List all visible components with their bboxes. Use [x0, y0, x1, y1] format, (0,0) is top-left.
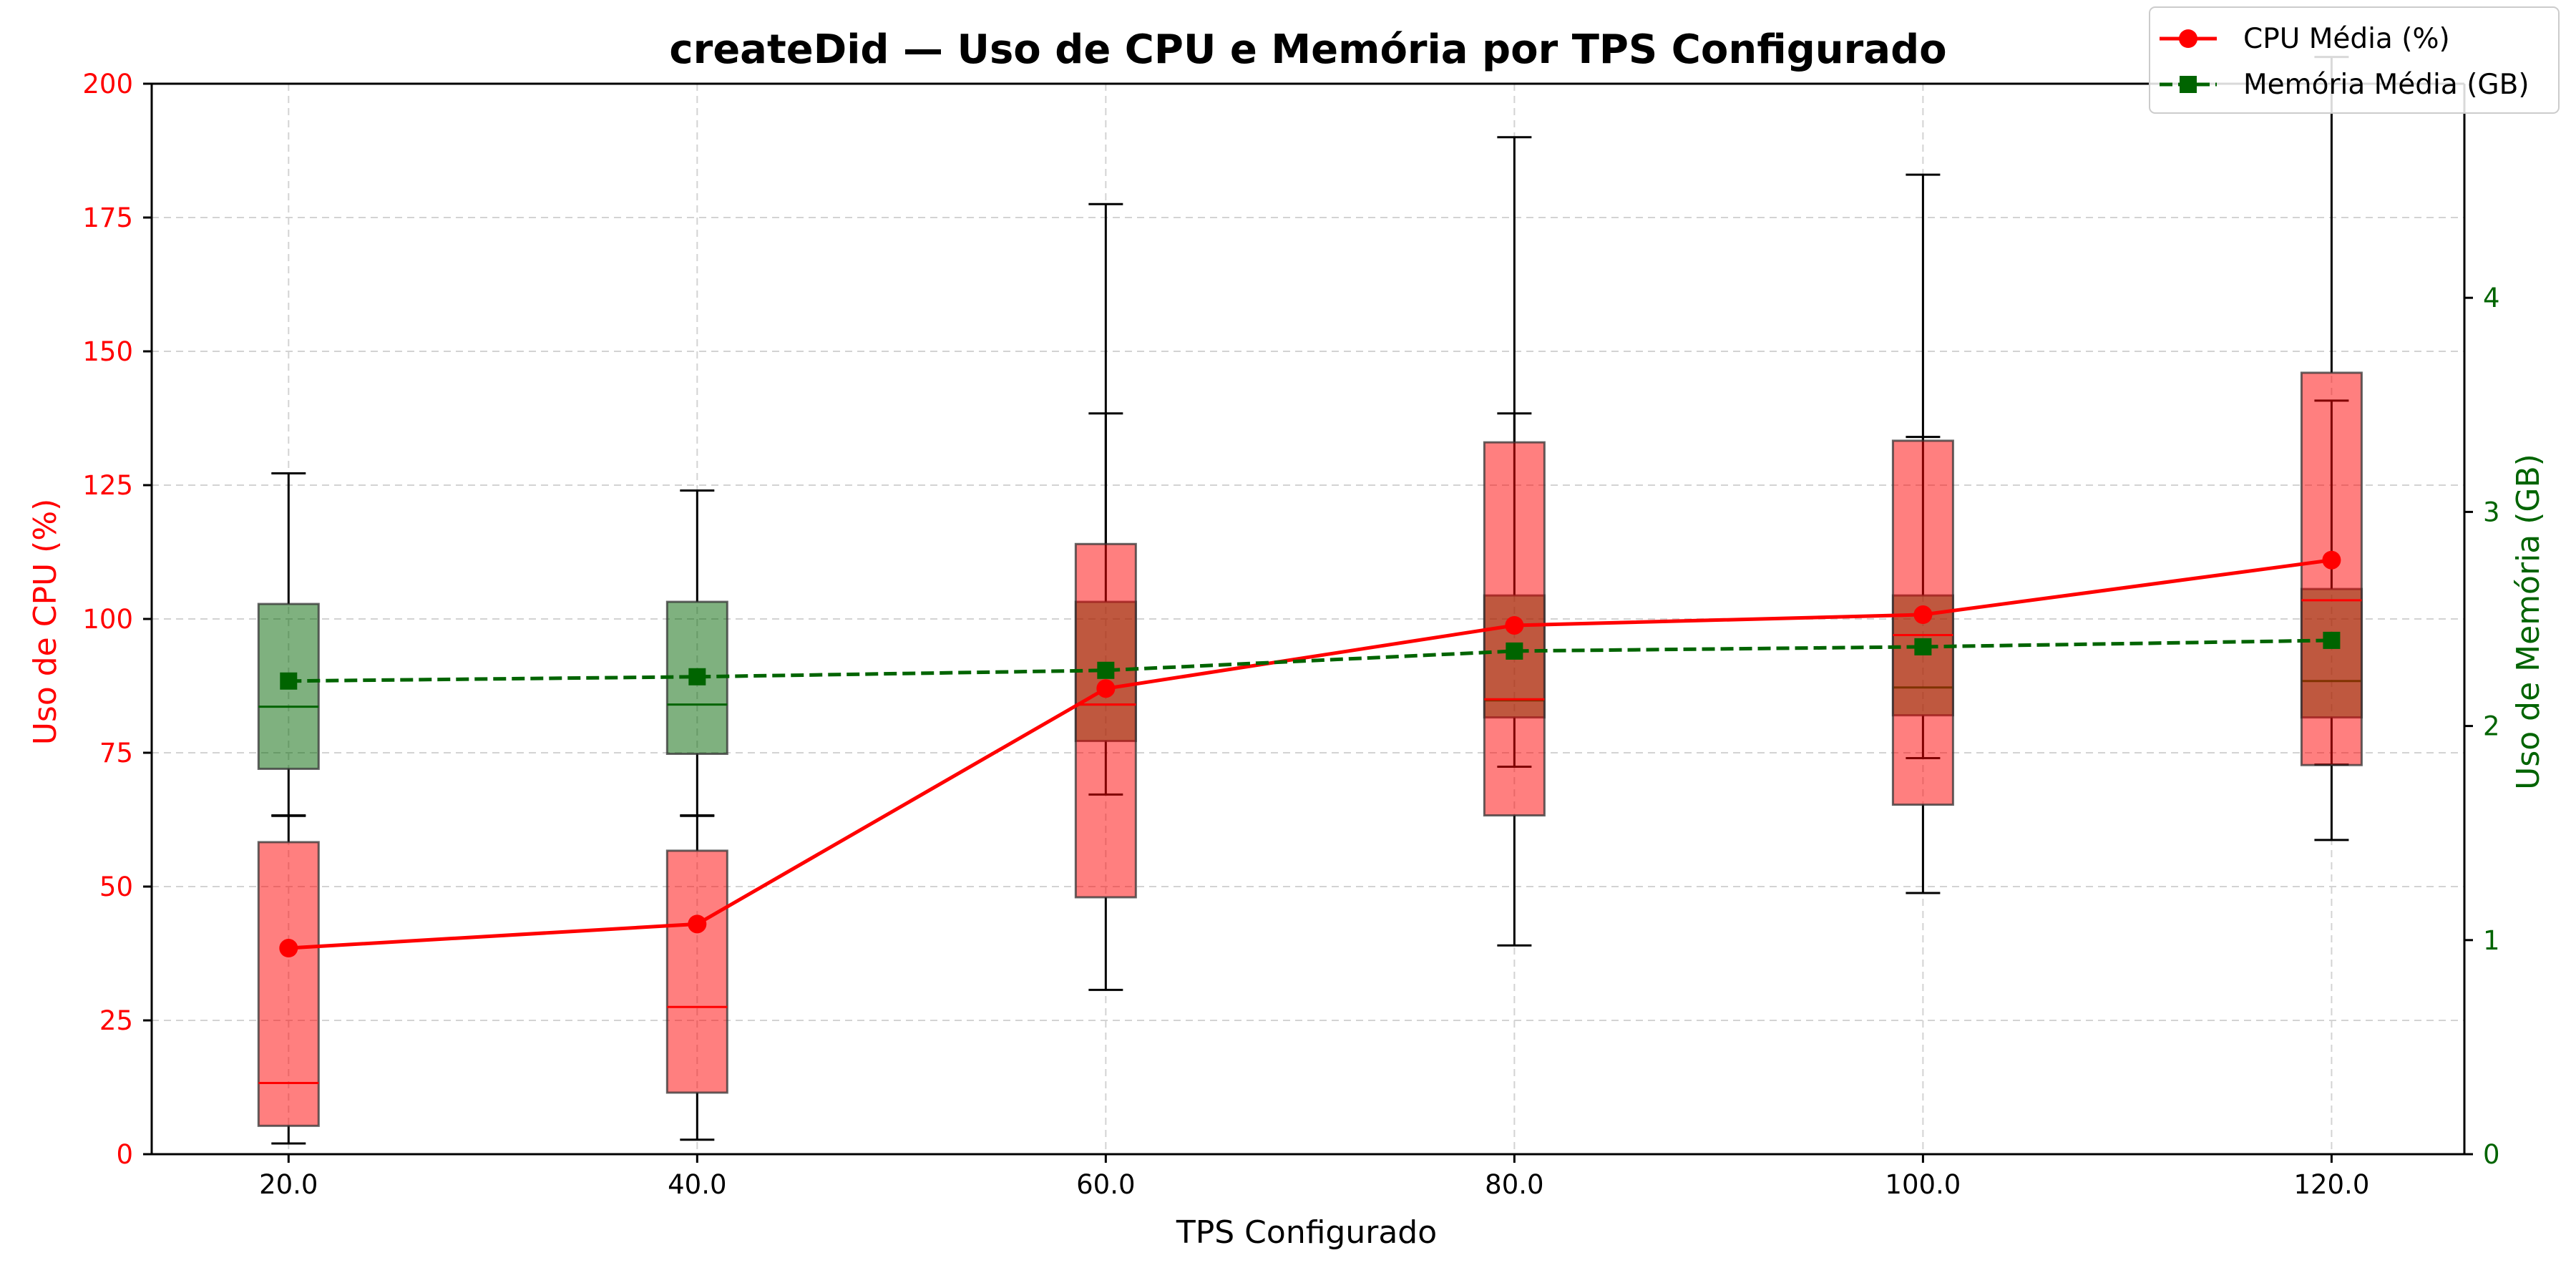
memory-mean-point	[2323, 631, 2341, 649]
memory-mean-point	[1506, 642, 1523, 660]
y-tick-label-right: 2	[2483, 711, 2500, 742]
x-tick-label: 20.0	[259, 1169, 318, 1200]
y-tick-label-left: 75	[99, 738, 133, 769]
y-tick-label-left: 25	[99, 1005, 133, 1036]
cpu-mean-point	[1096, 679, 1116, 698]
chart-title: createDid — Uso de CPU e Memória por TPS…	[669, 26, 1946, 73]
axes-layer: 20.0 40.0 60.0 80.0 100.0 120.0 0 25 50 75 100 125 1…	[82, 69, 2499, 1200]
cpu-box	[1074, 542, 1137, 899]
cpu-mean-point	[1505, 615, 1524, 635]
y-tick-label-right: 3	[2483, 497, 2500, 527]
cpu-mean-point	[279, 939, 298, 958]
cpu-box-layer	[257, 56, 2363, 1145]
x-axis-title: TPS Configurado	[1176, 1214, 1437, 1251]
y-axis-title-right: Uso de Memória (GB)	[2510, 454, 2547, 790]
legend-frame	[2149, 6, 2560, 114]
y-tick-label-right: 0	[2483, 1139, 2500, 1170]
legend-cpu-label: CPU Média (%)	[2243, 23, 2450, 55]
legend: CPU Média (%) Memória Média (GB)	[2149, 6, 2560, 114]
mean-line-layer	[279, 550, 2341, 958]
legend-cpu-marker	[2179, 29, 2197, 48]
memory-mean-point	[688, 668, 706, 686]
y-tick-label-left: 175	[82, 203, 133, 233]
cpu-mean-point	[688, 914, 707, 934]
cpu-box	[665, 849, 728, 1094]
y-axis-title-left: Uso de CPU (%)	[27, 499, 64, 746]
y-tick-label-left: 50	[99, 872, 133, 902]
x-tick-label: 120.0	[2293, 1169, 2369, 1200]
y-tick-label-left: 125	[82, 470, 133, 501]
y-tick-label-left: 0	[116, 1139, 133, 1170]
x-tick-label: 80.0	[1485, 1169, 1543, 1200]
cpu-mean-line	[288, 558, 2332, 950]
memory-box-layer	[257, 399, 2363, 817]
memory-mean-line	[288, 638, 2332, 683]
y-tick-label-right: 4	[2483, 283, 2500, 313]
legend-memory-marker	[2180, 76, 2197, 93]
y-tick-label-right: 1	[2483, 925, 2500, 956]
memory-mean-point	[1097, 661, 1115, 679]
x-tick-label: 100.0	[1885, 1169, 1961, 1200]
memory-mean-point	[1914, 638, 1932, 655]
y-tick-label-left: 100	[82, 604, 133, 635]
grid-layer	[152, 83, 2464, 1155]
x-tick-label: 40.0	[668, 1169, 726, 1200]
memory-mean-point	[280, 672, 298, 690]
y-tick-label-left: 150	[82, 336, 133, 367]
cpu-mean-point	[1913, 605, 1933, 625]
cpu-mean-point	[2322, 550, 2341, 570]
y-tick-label-left: 200	[82, 69, 133, 99]
cpu-box	[257, 841, 320, 1127]
x-tick-label: 60.0	[1076, 1169, 1135, 1200]
legend-memory-label: Memória Média (GB)	[2243, 69, 2529, 101]
